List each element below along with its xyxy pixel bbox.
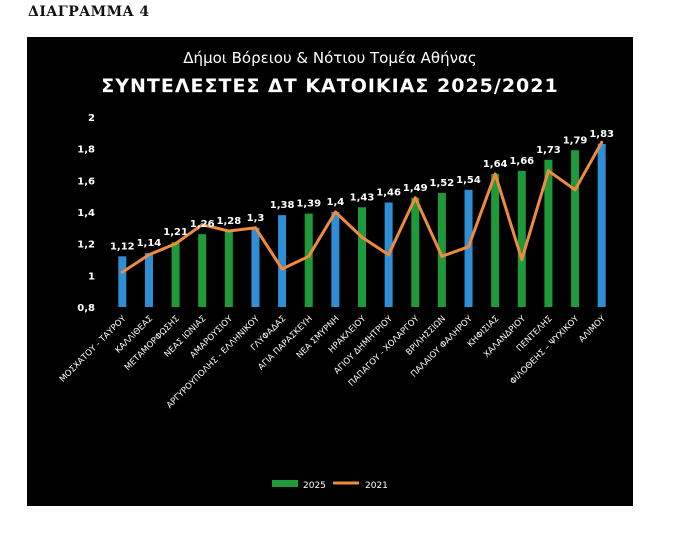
line-point [573, 188, 577, 192]
bar-data-label: 1,46 [376, 188, 401, 199]
data-labels: 1,12 1,141,211,26 1,28 1,31,38 1,39 1,4 1,43 1,… [110, 129, 614, 252]
y-tick-label: 1,2 [77, 240, 95, 251]
line-point [360, 235, 364, 239]
legend-label-2021: 2021 [365, 481, 388, 491]
bar-data-label: 1,49 [403, 183, 428, 194]
bar [171, 242, 180, 307]
bar-data-label: 1,83 [589, 129, 614, 140]
line-point [120, 270, 124, 274]
bar-data-label: 1,26 [190, 219, 215, 230]
y-tick-label: 2 [88, 113, 95, 124]
bar [198, 234, 207, 307]
bar [358, 207, 366, 307]
line-point [280, 267, 284, 271]
legend-label-2025: 2025 [303, 481, 326, 491]
document-heading: ΔΙΑΓΡΑΜΜΑ 4 [28, 4, 150, 20]
chart-title: ΣΥΝΤΕΛΕΣΤΕΣ ΔΤ ΚΑΤΟΙΚΙΑΣ 2025/2021 [101, 75, 558, 97]
line-point [174, 242, 178, 246]
line-point [467, 245, 471, 249]
bar [517, 170, 526, 307]
bar-data-label: 1,52 [430, 178, 455, 189]
line-point [227, 229, 231, 233]
y-tick-label: 1,6 [77, 176, 95, 187]
bar [464, 189, 473, 307]
line-point [200, 223, 204, 227]
line-point [493, 172, 497, 176]
line-point [307, 254, 311, 258]
y-tick-label: 1 [88, 271, 95, 282]
line-point [440, 254, 444, 258]
line-point [546, 169, 550, 173]
chart-subtitle: Δήμοι Βόρειου & Νότιου Τομέα Αθήνας [183, 49, 476, 67]
bar-data-label: 1,14 [137, 238, 162, 249]
bar-data-label: 1,4 [327, 197, 345, 208]
bars-2025 [118, 143, 606, 307]
y-tick-label: 1,4 [77, 208, 95, 219]
chart-panel: Δήμοι Βόρειου & Νότιου Τομέα Αθήνας ΣΥΝΤ… [27, 37, 633, 506]
bar [571, 150, 580, 307]
line-point [413, 196, 417, 200]
bar [544, 159, 553, 307]
bar-data-label: 1,21 [163, 227, 188, 238]
bar [491, 174, 500, 307]
x-axis-labels: ΜΟΣΧΑΤΟΥ - ΤΑΥΡΟΥΚΑΛΛΙΘΕΑΣΜΕΤΑΜΟΡΦΩΣΗΣΝΕ… [58, 313, 609, 410]
line-point [387, 253, 391, 257]
y-tick-label: 1,8 [77, 145, 95, 156]
bar [251, 227, 260, 307]
bar-data-label: 1,28 [216, 216, 241, 227]
line-point [253, 226, 257, 230]
bar [304, 213, 313, 307]
bar-data-label: 1,79 [563, 135, 588, 146]
y-tick-label: 0,8 [77, 303, 95, 314]
line-point [147, 253, 151, 257]
bar [118, 256, 127, 307]
bar-data-label: 1,66 [509, 156, 534, 167]
line-point [333, 210, 337, 214]
legend: 2025 2021 [272, 480, 388, 491]
bar [224, 231, 233, 307]
bar [144, 253, 153, 307]
line-point [600, 140, 604, 144]
y-axis-ticks: 0,8 1 1,2 1,4 1,6 1,8 2 [77, 113, 95, 314]
bar-data-label: 1,43 [350, 192, 375, 203]
bar [331, 212, 340, 307]
bar-data-label: 1,3 [247, 213, 265, 224]
bar [597, 143, 606, 307]
line-2021 [120, 140, 604, 274]
bar-data-label: 1,54 [456, 175, 481, 186]
x-tick-label: ΑΛΙΜΟΥ [577, 313, 608, 344]
line-point [520, 258, 524, 261]
bar-data-label: 1,12 [110, 241, 135, 252]
legend-swatch-2025 [272, 480, 298, 487]
bar-data-label: 1,38 [270, 200, 295, 211]
bar [437, 193, 446, 307]
bar-line-chart: Δήμοι Βόρειου & Νότιου Τομέα Αθήνας ΣΥΝΤ… [58, 49, 614, 491]
bar [411, 197, 420, 307]
bar [278, 215, 287, 307]
bar-data-label: 1,64 [483, 159, 508, 170]
bar-data-label: 1,73 [536, 145, 561, 156]
bar-data-label: 1,39 [296, 199, 321, 210]
